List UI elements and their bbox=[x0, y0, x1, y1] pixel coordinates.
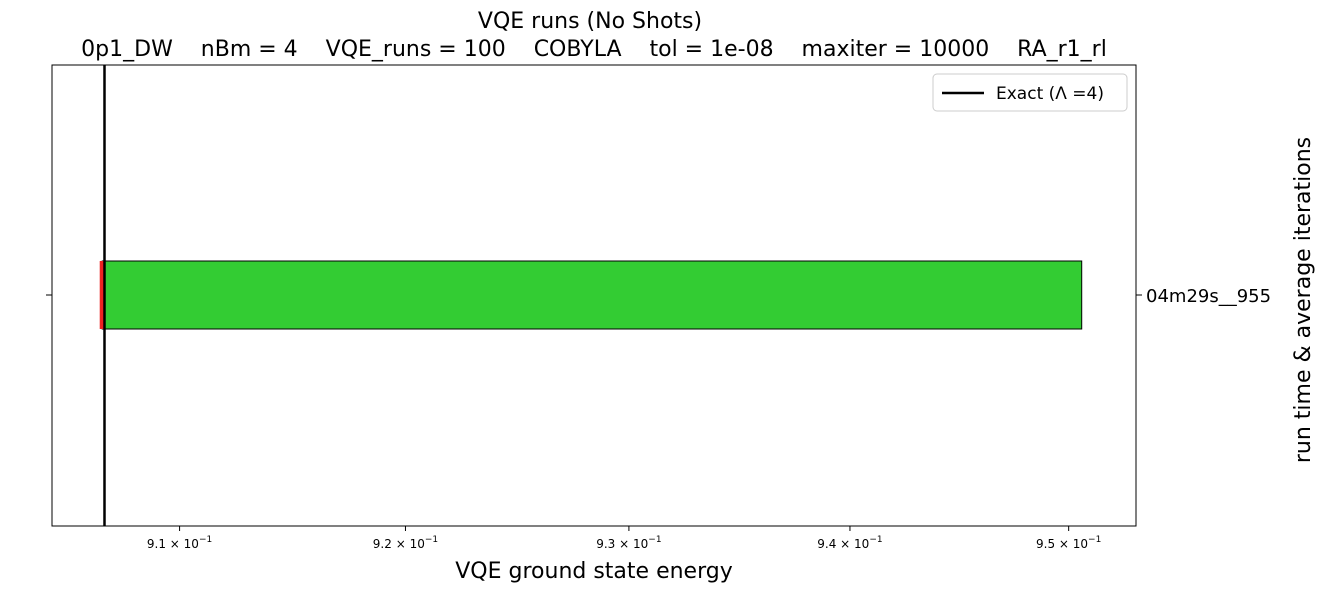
x-axis-label: VQE ground state energy bbox=[455, 559, 732, 584]
x-tick-label: 9.2 × 10−1 bbox=[373, 535, 438, 551]
x-tick-label: 9.3 × 10−1 bbox=[596, 535, 661, 551]
legend-label-exact: Exact (Λ =4) bbox=[996, 84, 1104, 104]
x-tick-label: 9.4 × 10−1 bbox=[817, 535, 882, 551]
bar-0 bbox=[101, 260, 1083, 330]
chart-subtitle: 0p1_DW nBm = 4 VQE_runs = 100 COBYLA tol… bbox=[81, 37, 1107, 62]
plot-area bbox=[99, 65, 1083, 526]
chart-title: VQE runs (No Shots) bbox=[478, 9, 702, 34]
legend: Exact (Λ =4) bbox=[932, 73, 1128, 112]
min-energy-marker bbox=[99, 261, 105, 329]
x-tick-label: 9.1 × 10−1 bbox=[147, 535, 212, 551]
y-tick-label: 04m29s__955 bbox=[1146, 286, 1271, 307]
y-axis-label: run time & average iterations bbox=[1291, 137, 1316, 463]
x-tick-label: 9.5 × 10−1 bbox=[1036, 535, 1101, 551]
x-axis: 9.1 × 10−1 9.2 × 10−1 9.3 × 10−1 9.4 × 10−1… bbox=[147, 526, 1101, 551]
legend-box bbox=[932, 73, 1128, 112]
y-axis-right: 04m29s__955 bbox=[1136, 286, 1271, 307]
